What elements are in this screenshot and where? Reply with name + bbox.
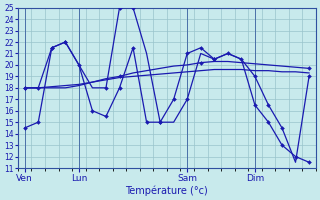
X-axis label: Température (°c): Température (°c): [125, 185, 208, 196]
